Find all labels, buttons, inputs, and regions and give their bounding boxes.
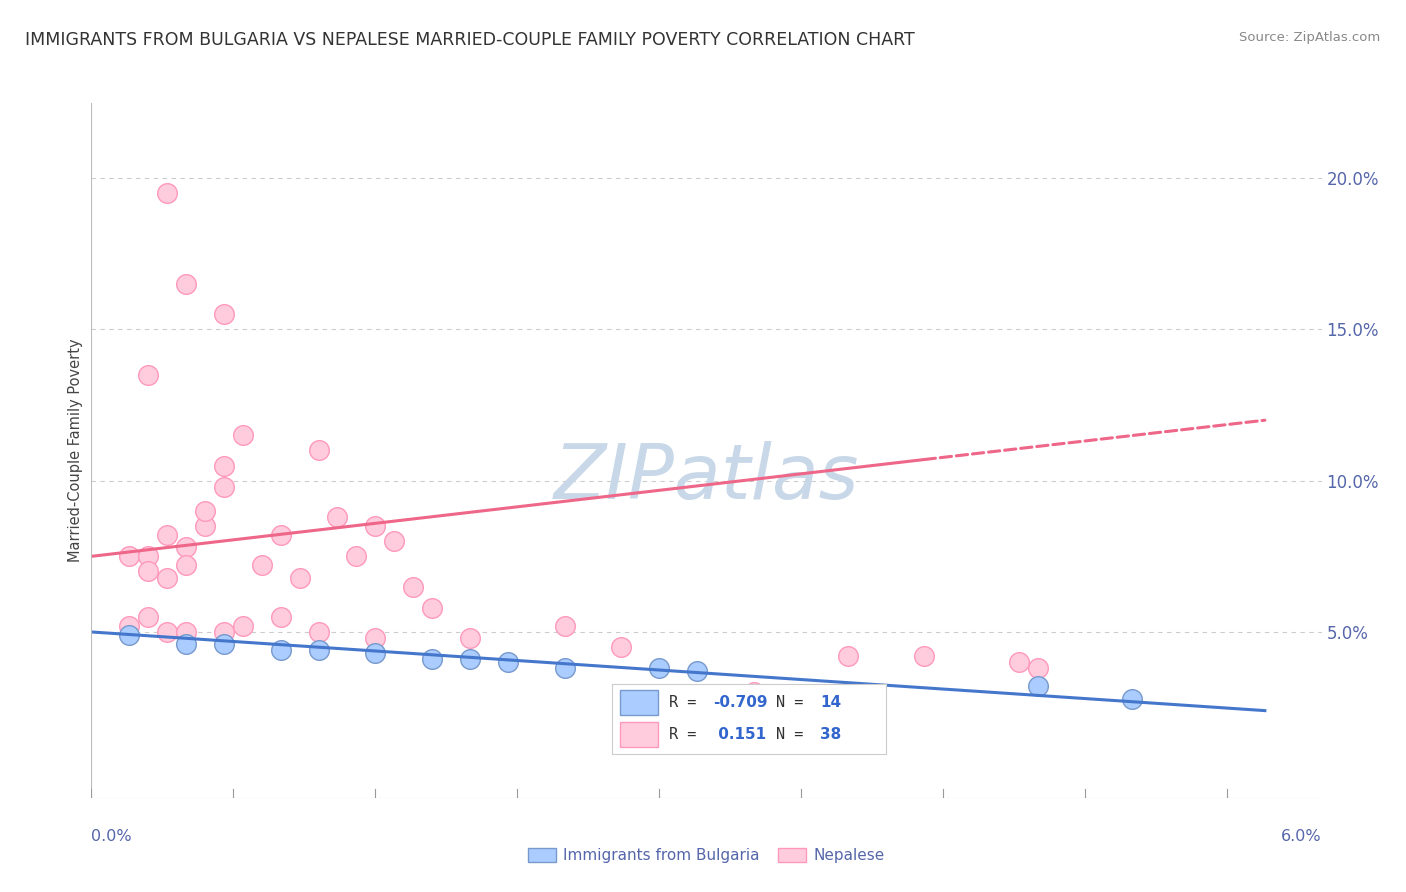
Text: N =: N = [776, 727, 813, 742]
Point [270, 528, 292, 542]
Text: R =: R = [669, 695, 706, 710]
Point [174, 541, 197, 555]
Point [156, 186, 179, 201]
Point [364, 631, 387, 645]
Y-axis label: Married-Couple Family Poverty: Married-Couple Family Poverty [67, 339, 83, 562]
Point [118, 619, 141, 633]
Text: R =: R = [669, 727, 706, 742]
Point [364, 519, 387, 533]
Point [420, 600, 443, 615]
Text: 0.0%: 0.0% [91, 830, 132, 844]
Legend: Immigrants from Bulgaria, Nepalese: Immigrants from Bulgaria, Nepalese [520, 840, 893, 871]
Point [420, 652, 443, 666]
Point [174, 558, 197, 573]
Point [288, 570, 311, 584]
Point [742, 685, 765, 699]
Point [212, 624, 235, 639]
Point [912, 649, 935, 664]
Point [648, 661, 671, 675]
Point [118, 549, 141, 564]
Point [174, 624, 197, 639]
Point [270, 610, 292, 624]
Text: ZIPatlas: ZIPatlas [554, 442, 859, 516]
Point [610, 640, 633, 654]
Bar [620, 723, 658, 747]
Point [686, 665, 709, 679]
Point [326, 510, 349, 524]
Point [212, 637, 235, 651]
Point [364, 646, 387, 660]
Point [136, 549, 159, 564]
Point [232, 428, 254, 442]
Point [458, 631, 481, 645]
Text: 6.0%: 6.0% [1281, 830, 1322, 844]
Text: N =: N = [776, 695, 813, 710]
Point [174, 277, 197, 291]
Point [212, 480, 235, 494]
Point [270, 643, 292, 657]
Point [136, 565, 159, 579]
Point [402, 580, 425, 594]
Point [1008, 655, 1031, 669]
Point [382, 534, 405, 549]
Point [250, 558, 273, 573]
Text: 38: 38 [820, 727, 841, 742]
Point [308, 443, 330, 458]
Point [1121, 691, 1143, 706]
Point [212, 307, 235, 321]
Point [308, 643, 330, 657]
Point [458, 652, 481, 666]
Text: 0.151: 0.151 [713, 727, 766, 742]
Point [837, 649, 859, 664]
Point [232, 619, 254, 633]
Point [156, 528, 179, 542]
Text: -0.709: -0.709 [713, 695, 768, 710]
Point [554, 661, 576, 675]
Point [308, 624, 330, 639]
Point [156, 570, 179, 584]
Point [212, 458, 235, 473]
Point [156, 624, 179, 639]
Point [1026, 661, 1049, 675]
Point [344, 549, 367, 564]
Bar [620, 690, 658, 714]
Point [800, 700, 823, 714]
Point [194, 519, 217, 533]
Text: 14: 14 [820, 695, 841, 710]
Point [496, 655, 519, 669]
Point [194, 504, 217, 518]
Point [1026, 680, 1049, 694]
Point [118, 628, 141, 642]
Text: Source: ZipAtlas.com: Source: ZipAtlas.com [1240, 31, 1381, 45]
Point [136, 368, 159, 382]
Point [136, 610, 159, 624]
Point [174, 637, 197, 651]
Point [554, 619, 576, 633]
Text: IMMIGRANTS FROM BULGARIA VS NEPALESE MARRIED-COUPLE FAMILY POVERTY CORRELATION C: IMMIGRANTS FROM BULGARIA VS NEPALESE MAR… [25, 31, 915, 49]
